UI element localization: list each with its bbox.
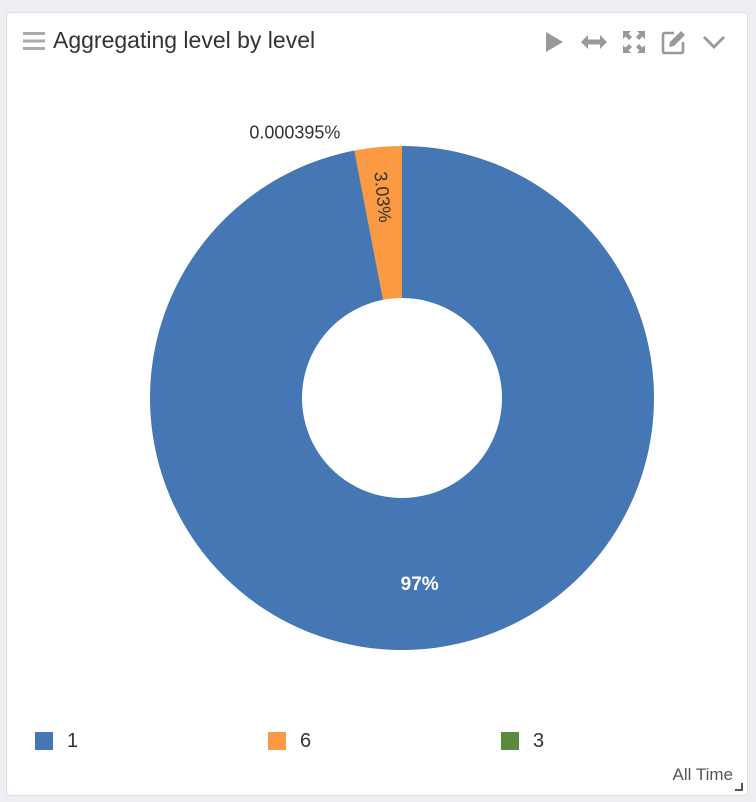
chart-legend: 1 6 3 bbox=[35, 727, 735, 755]
hamburger-menu-icon[interactable] bbox=[23, 31, 45, 51]
resize-handle[interactable] bbox=[735, 783, 743, 791]
expand-icon bbox=[623, 31, 645, 53]
legend-label: 3 bbox=[533, 729, 545, 752]
collapse-button[interactable] bbox=[699, 27, 729, 57]
chevron-down-icon bbox=[703, 36, 725, 49]
slice-label-6: 3.03% bbox=[370, 171, 395, 224]
legend-swatch bbox=[35, 732, 53, 750]
legend-label: 1 bbox=[67, 729, 79, 752]
panel-title: Aggregating level by level bbox=[53, 27, 316, 53]
horizontal-arrows-icon bbox=[581, 35, 607, 49]
edit-button[interactable] bbox=[659, 27, 689, 57]
pie-slice-6[interactable] bbox=[354, 146, 402, 300]
legend-item-1[interactable]: 1 bbox=[35, 727, 78, 755]
time-range-label[interactable]: All Time bbox=[672, 765, 733, 784]
panel-toolbar bbox=[529, 27, 729, 57]
pie-slice-1[interactable] bbox=[150, 146, 655, 650]
play-button[interactable] bbox=[539, 27, 569, 57]
fullscreen-button[interactable] bbox=[619, 27, 649, 57]
slice-label-1: 97% bbox=[401, 574, 439, 595]
legend-item-6[interactable]: 6 bbox=[268, 727, 311, 755]
donut-chart: 97% 3.03% 0.000395% bbox=[150, 123, 655, 650]
edit-icon bbox=[661, 31, 685, 55]
chart-panel: Aggregating level by level bbox=[6, 12, 748, 796]
legend-item-3[interactable]: 3 bbox=[501, 727, 544, 755]
pie-slice-3[interactable] bbox=[354, 150, 384, 300]
play-icon bbox=[546, 32, 563, 52]
panel-header: Aggregating level by level bbox=[7, 13, 747, 71]
slice-label-3: 0.000395% bbox=[249, 123, 340, 143]
legend-label: 6 bbox=[300, 729, 312, 752]
legend-swatch bbox=[501, 732, 519, 750]
resize-width-button[interactable] bbox=[579, 27, 609, 57]
legend-swatch bbox=[268, 732, 286, 750]
